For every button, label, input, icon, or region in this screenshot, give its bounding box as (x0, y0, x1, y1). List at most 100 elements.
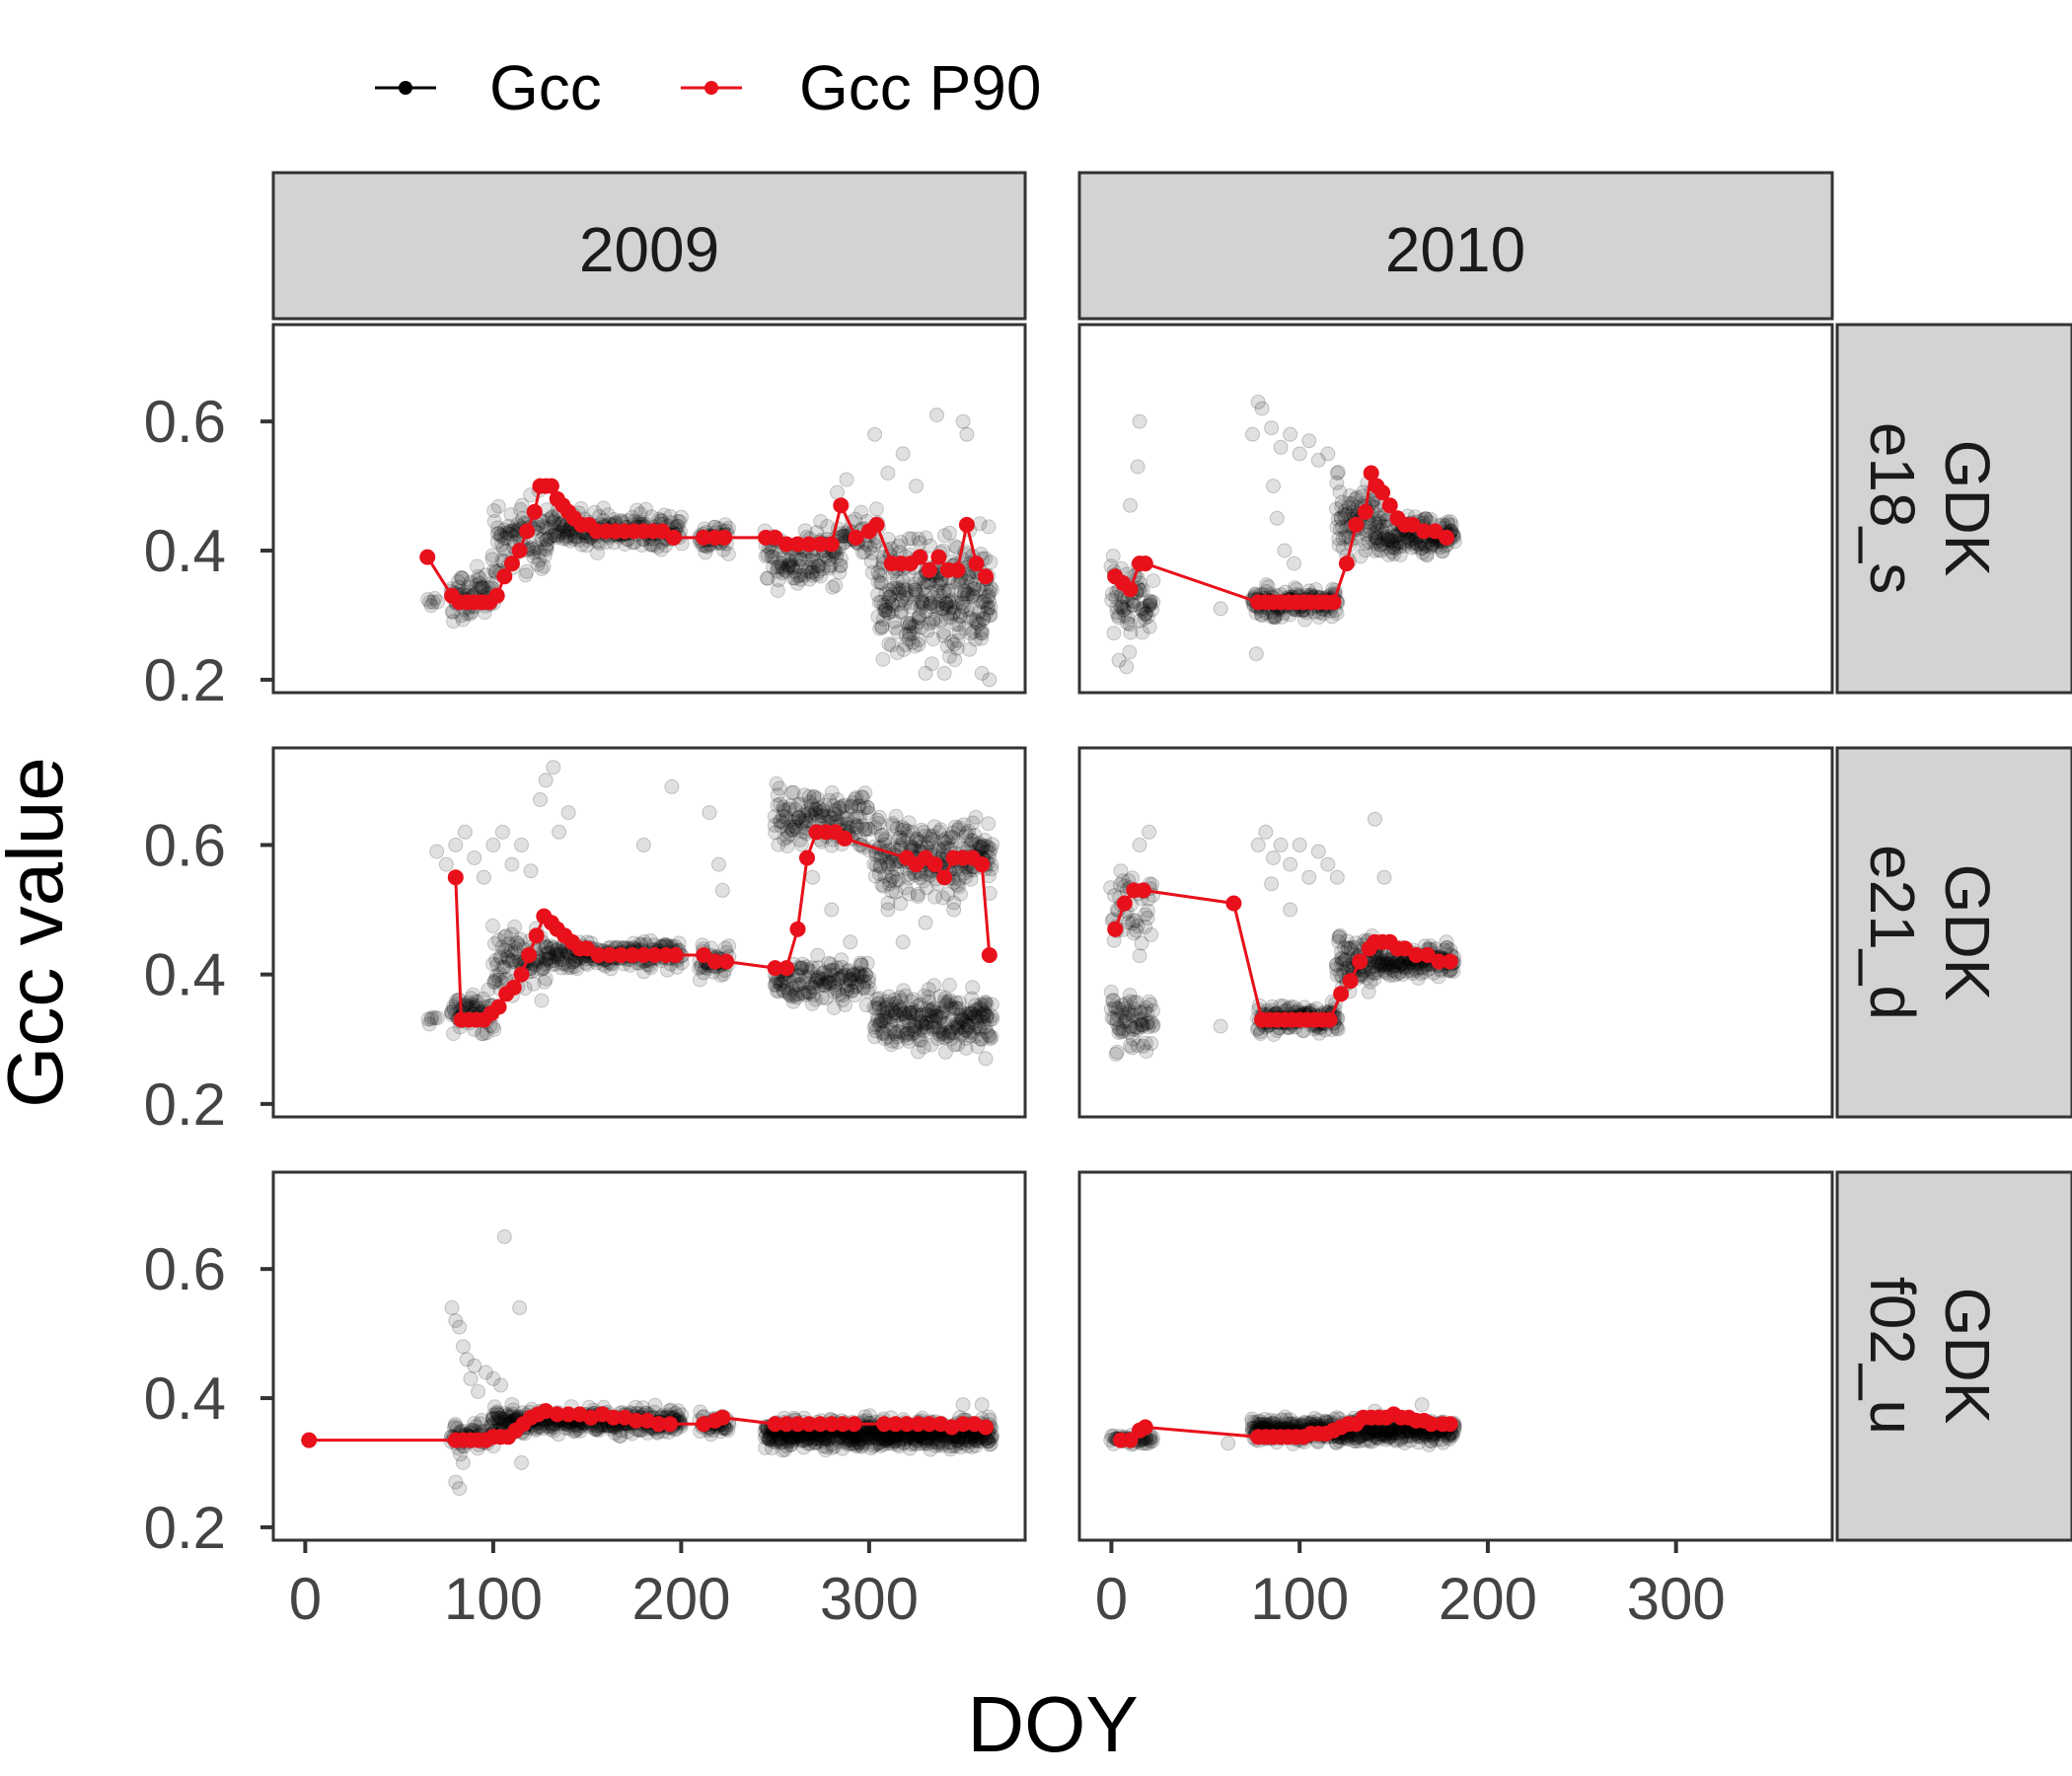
gcc-point (965, 980, 981, 996)
gcc-point (903, 1004, 919, 1020)
gcc-point (489, 1410, 505, 1426)
gcc-point (979, 1008, 995, 1024)
gcc-point (1395, 967, 1410, 983)
gcc-point (1368, 536, 1383, 552)
gcc-point (1372, 955, 1388, 971)
gcc-point (975, 840, 991, 855)
gcc-point (542, 953, 557, 969)
gcc-point (952, 608, 968, 624)
gcc-point (1133, 1011, 1148, 1027)
gcc-point (876, 1026, 892, 1042)
gcc-point (977, 996, 993, 1011)
gcc-point (508, 954, 523, 970)
gcc-point (470, 558, 484, 574)
gcc-point (1377, 526, 1393, 542)
gcc-point (851, 1432, 867, 1447)
gcc-point (900, 1025, 916, 1041)
gcc-point (484, 548, 500, 563)
gcc-point (967, 1008, 983, 1024)
gcc-point (833, 551, 849, 566)
gcc-point (1398, 960, 1414, 976)
gcc-point (982, 1011, 998, 1027)
gcc-point (895, 573, 911, 589)
gcc-point (967, 580, 983, 596)
gcc-point (1343, 941, 1359, 957)
gcc-point (567, 1424, 583, 1440)
gcc-point (1381, 531, 1397, 547)
gcc-point (1404, 536, 1420, 552)
gcc-point (967, 1002, 983, 1018)
gcc-p90-point (949, 561, 966, 578)
gcc-point (916, 824, 931, 840)
gcc-point (907, 1431, 923, 1446)
gcc-p90-point (767, 960, 783, 977)
gcc-point (777, 562, 793, 578)
gcc-point (1245, 426, 1260, 442)
gcc-point (935, 1025, 951, 1041)
gcc-point (861, 805, 877, 821)
gcc-point (868, 1017, 884, 1033)
gcc-point (926, 1013, 942, 1029)
gcc-point (498, 525, 514, 541)
gcc-point (912, 834, 927, 850)
gcc-point (1337, 508, 1353, 524)
gcc-point (974, 623, 990, 638)
gcc-point (906, 595, 922, 611)
gcc-point (1267, 610, 1283, 626)
gcc-point (884, 868, 900, 884)
gcc-point (526, 976, 542, 992)
gcc-point (784, 1430, 800, 1445)
gcc-point (866, 538, 882, 553)
gcc-point (519, 563, 535, 579)
gcc-point (493, 527, 509, 543)
gcc-point (612, 1429, 628, 1443)
gcc-point (891, 585, 907, 601)
gcc-point (1330, 511, 1346, 527)
gcc-point (924, 831, 939, 847)
gcc-point (1274, 609, 1290, 625)
gcc-point (927, 889, 942, 905)
gcc-point (872, 857, 888, 873)
gcc-point (923, 596, 938, 612)
gcc-point (1126, 1007, 1142, 1023)
gcc-point (1361, 535, 1376, 550)
gcc-point (968, 1019, 984, 1035)
gcc-point (649, 539, 665, 555)
gcc-point (935, 1436, 951, 1451)
gcc-point (464, 991, 480, 1006)
gcc-point (833, 557, 849, 573)
gcc-point (1143, 596, 1158, 611)
gcc-point (881, 1430, 897, 1445)
gcc-point (907, 576, 923, 592)
gcc-point (868, 1431, 884, 1446)
gcc-point (1333, 511, 1349, 526)
gcc-point (964, 602, 979, 618)
gcc-point (789, 823, 805, 839)
gcc-p90-point (800, 536, 817, 553)
gcc-point (793, 961, 809, 977)
gcc-point (467, 851, 482, 865)
gcc-point (978, 596, 994, 612)
gcc-point (1337, 952, 1353, 968)
gcc-point (962, 1004, 978, 1020)
gcc-point (767, 817, 782, 833)
gcc-point (1105, 993, 1121, 1008)
gcc-point (979, 839, 995, 853)
gcc-point (877, 1001, 893, 1017)
gcc-point (1283, 426, 1298, 442)
gcc-point (829, 960, 845, 976)
gcc-point (965, 833, 981, 849)
gcc-point (1132, 413, 1147, 429)
gcc-point (953, 886, 968, 902)
gcc-point (830, 983, 846, 999)
gcc-point (952, 995, 968, 1010)
gcc-point (879, 997, 895, 1012)
gcc-point (1333, 510, 1349, 525)
gcc-point (804, 797, 820, 813)
gcc-point (489, 526, 505, 542)
gcc-point (913, 1436, 928, 1451)
gcc-point (1266, 1027, 1282, 1042)
gcc-point (465, 997, 481, 1012)
panel-2010-e18_s (1079, 325, 1832, 693)
gcc-point (674, 509, 689, 525)
